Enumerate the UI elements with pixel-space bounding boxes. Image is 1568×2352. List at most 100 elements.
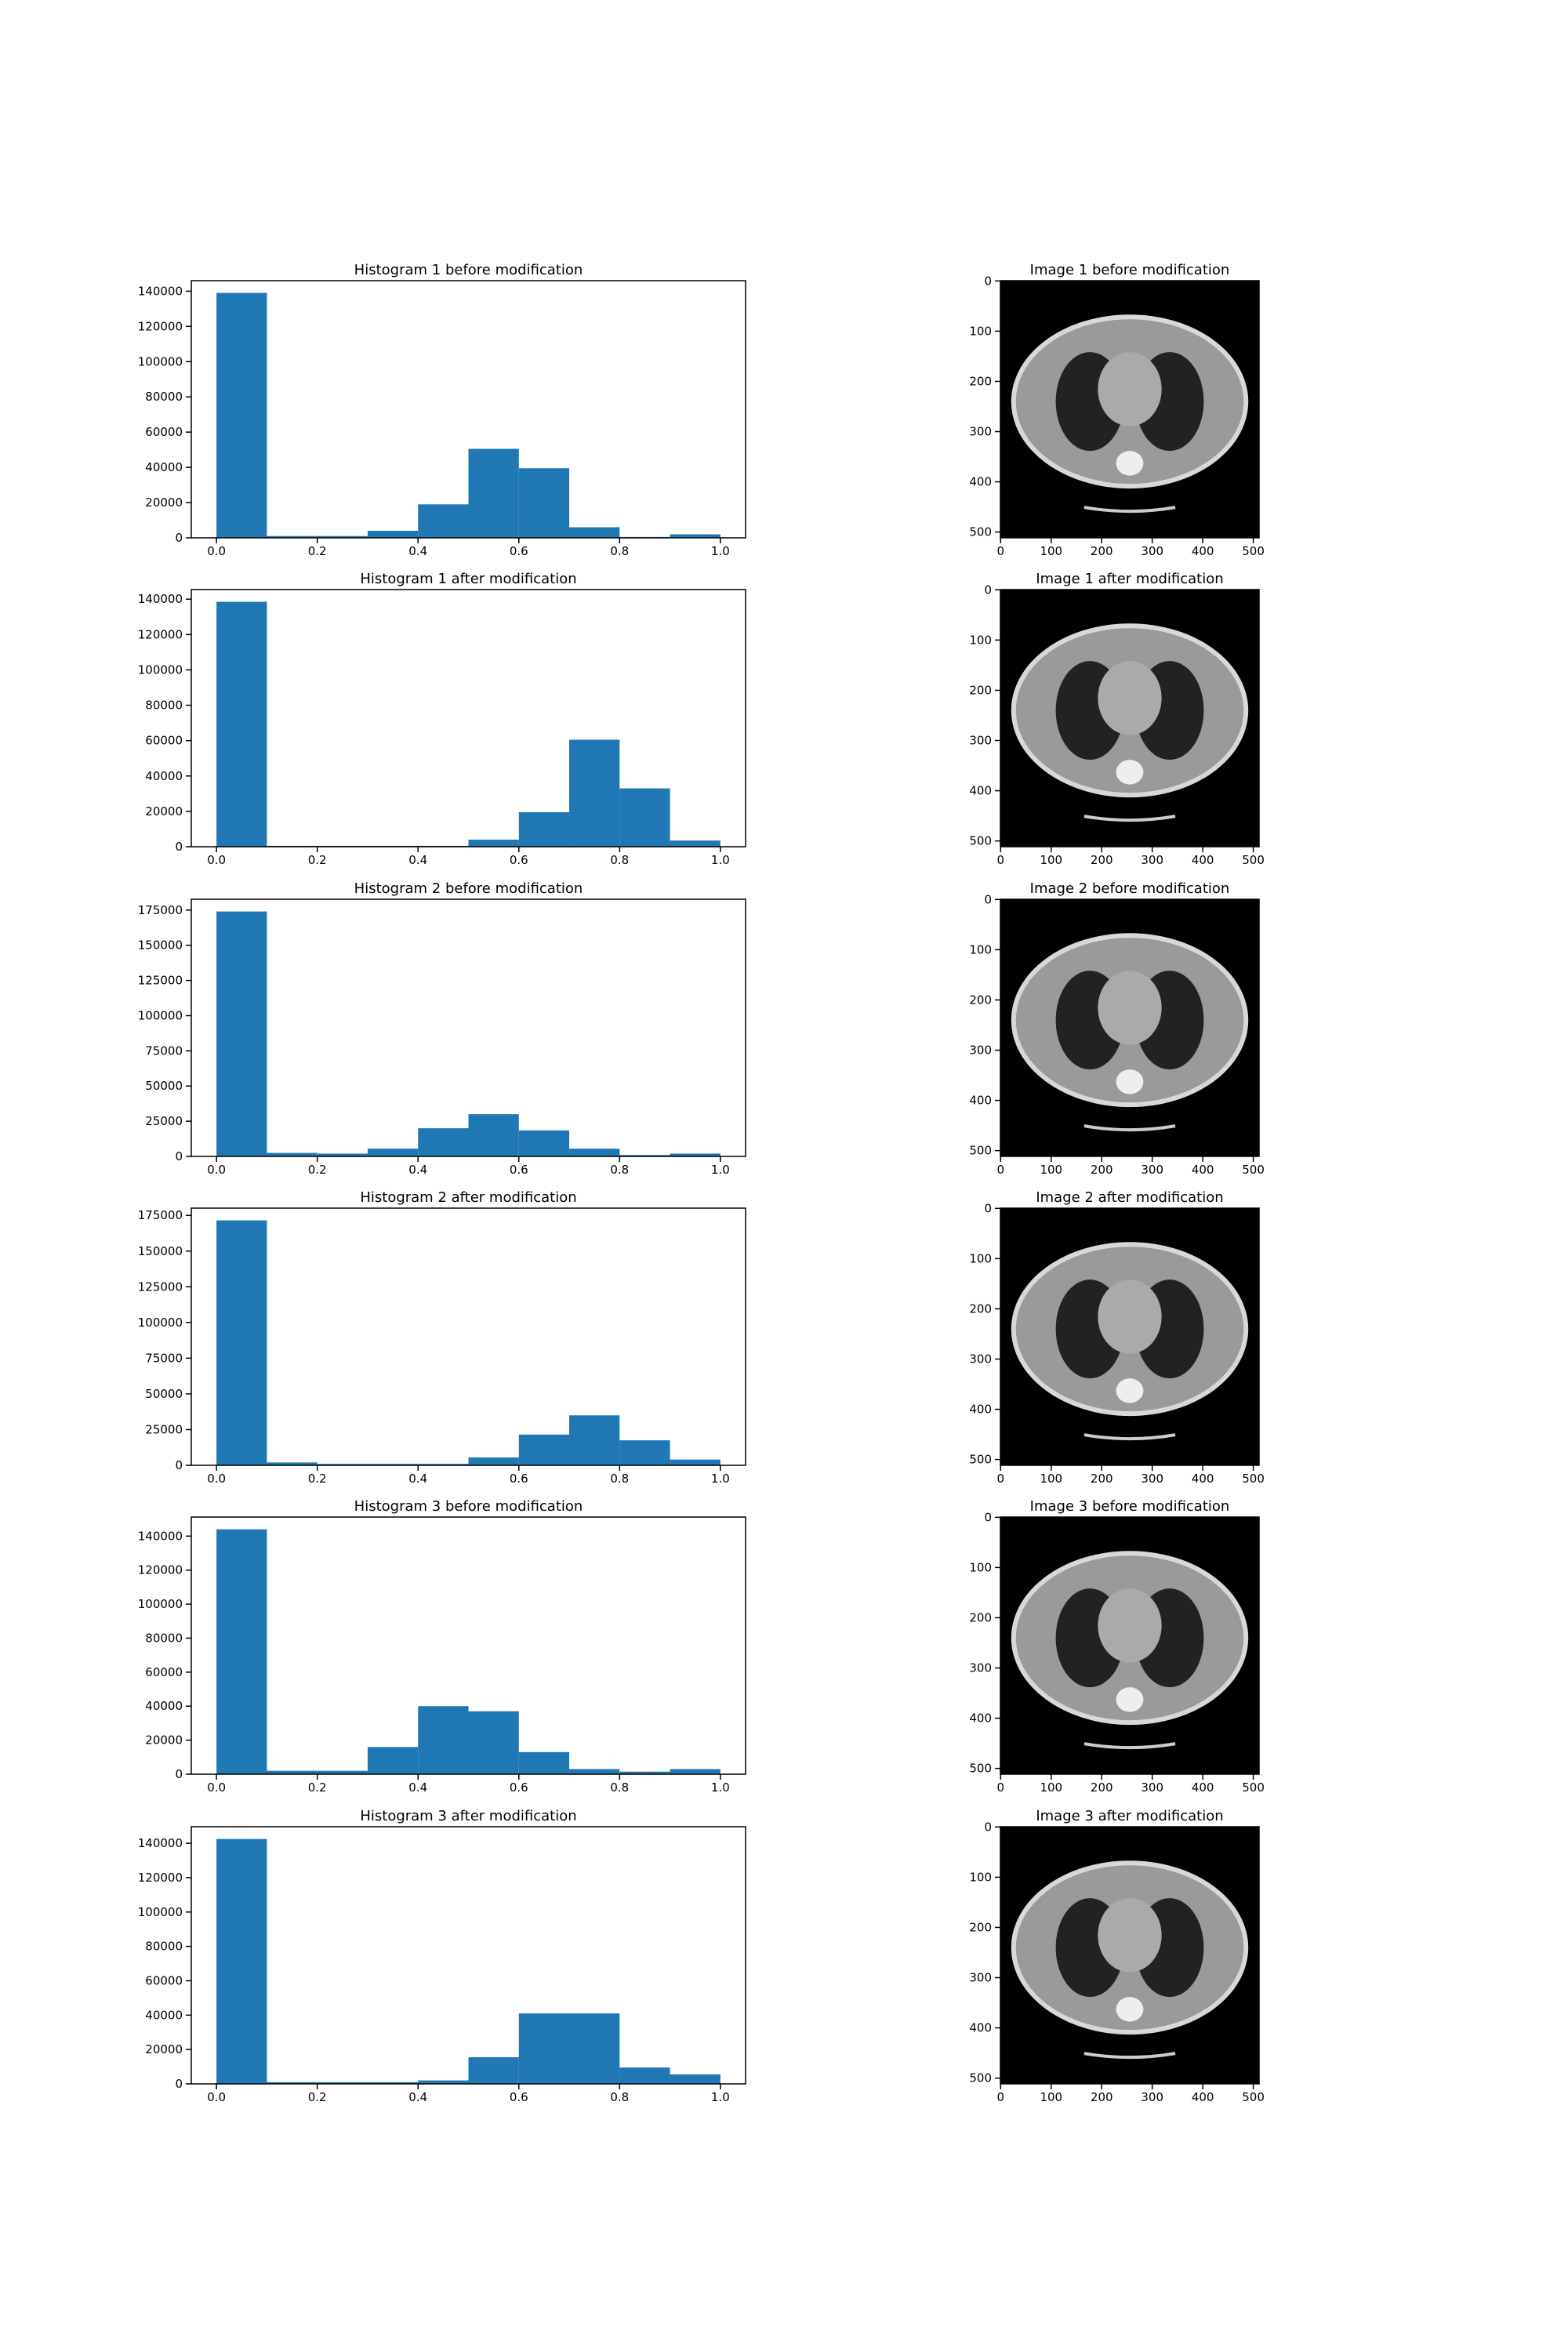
histogram-bar	[619, 1771, 670, 1774]
x-tick-label: 100	[1040, 1472, 1062, 1486]
histogram-bar	[317, 1153, 368, 1156]
x-tick-label: 100	[1040, 1163, 1062, 1177]
y-tick-label: 200	[969, 374, 992, 388]
x-tick-label: 200	[1091, 544, 1113, 558]
x-tick-label: 400	[1192, 544, 1214, 558]
histogram-bar	[367, 2082, 419, 2084]
axes-frame	[1000, 280, 1260, 539]
subplot: 0.0 0.2 0.4 0.6 0.8 1.0 0 25000 50000 75000 100000…	[138, 1189, 746, 1486]
ct-table	[1083, 815, 1176, 822]
y-tick-label: 120000	[138, 319, 183, 333]
ct-spine	[1116, 1997, 1144, 2022]
ct-table	[1083, 2052, 1176, 2060]
y-tick-label: 0	[984, 1820, 992, 1834]
histogram-bar	[569, 1415, 620, 1465]
histogram-bar	[518, 1130, 570, 1156]
x-tick-label: 400	[1192, 1472, 1214, 1486]
axes-frame	[1000, 1516, 1260, 1775]
y-tick-label: 125000	[138, 974, 183, 988]
histogram-bar	[670, 2074, 720, 2084]
y-tick-label: 20000	[145, 495, 183, 510]
y-tick-label: 400	[969, 475, 992, 489]
axes-frame	[1000, 1207, 1260, 1466]
y-tick-label: 100000	[138, 1008, 183, 1022]
y-tick-label: 300	[969, 1971, 992, 1985]
histogram-bar	[569, 739, 620, 847]
x-tick-label: 0.0	[207, 1472, 226, 1486]
x-tick-label: 0.8	[610, 1163, 629, 1177]
y-tick-label: 0	[984, 1510, 992, 1524]
subplot: 0.0 0.2 0.4 0.6 0.8 1.0 0 25000 50000 75000 100000…	[138, 880, 746, 1177]
y-tick-label: 75000	[145, 1044, 183, 1058]
histogram-bar	[619, 2067, 670, 2084]
y-tick-label: 60000	[145, 1973, 183, 1987]
ct-table	[1083, 1742, 1176, 1750]
x-tick-label: 0.6	[510, 544, 528, 558]
histogram-bar	[468, 1711, 519, 1774]
y-tick-label: 0	[984, 274, 992, 288]
x-tick-label: 400	[1192, 1780, 1214, 1795]
axes-frame	[1000, 898, 1260, 1157]
histogram-bar	[418, 1706, 469, 1774]
x-tick-label: 0.0	[207, 1163, 226, 1177]
x-tick-label: 0.2	[308, 544, 327, 558]
x-tick-label: 0.8	[610, 1472, 629, 1486]
x-tick-label: 0.2	[308, 2090, 327, 2104]
x-tick-label: 0.0	[207, 544, 226, 558]
y-tick-label: 500	[969, 2071, 992, 2085]
x-tick-label: 1.0	[711, 2090, 730, 2104]
histogram-bar	[267, 1462, 318, 1465]
ct-spine	[1116, 1069, 1144, 1094]
histogram-bar	[518, 468, 570, 538]
ct-organ	[1098, 661, 1162, 735]
axes-frame	[191, 1516, 746, 1775]
histogram-bar	[267, 1152, 318, 1156]
histogram-bar	[216, 1220, 267, 1465]
x-tick-label: 300	[1141, 544, 1163, 558]
y-tick-label: 140000	[138, 1529, 183, 1543]
y-tick-label: 200	[969, 1301, 992, 1316]
ct-table	[1083, 1124, 1176, 1132]
x-tick-label: 1.0	[711, 1780, 730, 1795]
x-tick-label: 0.0	[207, 1780, 226, 1795]
y-tick-label: 120000	[138, 627, 183, 641]
x-tick-label: 0.2	[308, 853, 327, 867]
subplot: 0.0 0.2 0.4 0.6 0.8 1.0 0 20000 40000 60000 80000 1…	[138, 262, 746, 558]
histogram-bar	[418, 504, 469, 538]
y-tick-label: 25000	[145, 1422, 183, 1436]
histogram-bar	[367, 531, 419, 538]
x-tick-label: 0.6	[510, 2090, 528, 2104]
histogram-bar	[619, 788, 670, 847]
x-tick-label: 0.8	[610, 853, 629, 867]
y-tick-label: 50000	[145, 1387, 183, 1401]
y-tick-label: 0	[175, 1458, 183, 1472]
axes-frame	[191, 589, 746, 848]
x-tick-label: 0	[997, 2090, 1005, 2104]
y-tick-label: 0	[175, 1767, 183, 1781]
y-tick-label: 500	[969, 834, 992, 848]
y-tick-label: 100000	[138, 1597, 183, 1611]
ct-spine	[1116, 451, 1144, 476]
y-tick-label: 100000	[138, 662, 183, 677]
x-tick-label: 0.8	[610, 544, 629, 558]
y-tick-label: 400	[969, 1403, 992, 1417]
x-tick-label: 0.4	[408, 853, 427, 867]
y-tick-label: 0	[175, 840, 183, 854]
y-tick-label: 0	[175, 531, 183, 545]
ct-organ	[1098, 1898, 1162, 1973]
x-tick-label: 400	[1192, 853, 1214, 867]
x-tick-label: 0.2	[308, 1472, 327, 1486]
ct-spine	[1116, 1687, 1144, 1712]
x-tick-label: 0	[997, 1472, 1005, 1486]
histogram-bar	[518, 1434, 570, 1465]
y-tick-label: 80000	[145, 390, 183, 404]
histogram-bar	[468, 839, 519, 847]
y-tick-label: 0	[175, 1149, 183, 1163]
chart-title: Histogram 2 before modification	[354, 880, 583, 897]
y-tick-label: 80000	[145, 699, 183, 713]
histogram-bar	[216, 292, 267, 538]
y-tick-label: 100000	[138, 354, 183, 368]
x-tick-label: 0.4	[408, 1780, 427, 1795]
histogram-bar	[418, 1464, 469, 1465]
